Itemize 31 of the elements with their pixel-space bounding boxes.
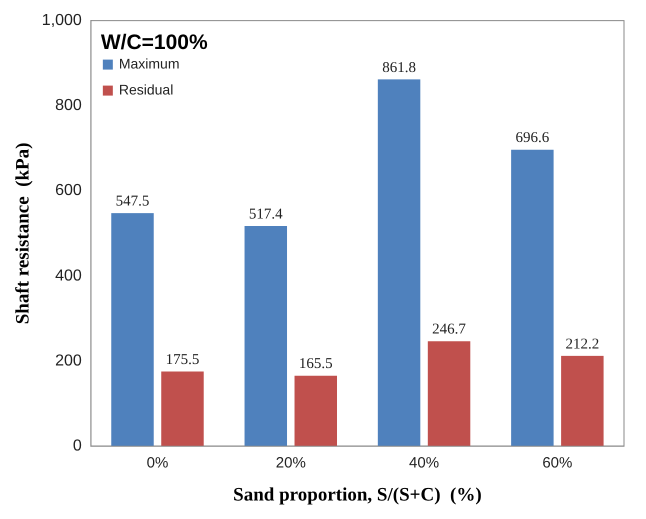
y-tick-label: 800 [55,97,82,114]
data-label: 547.5 [116,194,150,210]
data-label: 861.8 [382,60,416,76]
x-tick-label: 20% [276,454,306,472]
x-tick-label: 40% [409,454,440,472]
data-label: 696.6 [515,130,550,146]
bar [378,79,420,446]
bar [244,226,288,446]
legend-label: Maximum [118,55,180,72]
bar [294,376,338,446]
bar [111,213,154,446]
data-label: 246.7 [432,322,466,338]
data-label: 175.5 [166,352,200,368]
y-axis-title: Shaft resistance (kPa) [12,142,34,324]
data-label: 212.2 [565,336,600,352]
bar [428,341,470,446]
data-label: 517.4 [248,206,284,222]
data-label: 165.5 [298,356,333,372]
annotation: W/C=100% [100,30,208,54]
x-axis-title: Sand proportion, S/(S+C) (%) [233,484,482,506]
bar [511,150,554,446]
y-tick-label: 600 [55,182,82,200]
bar [161,372,204,446]
y-tick-label: 1,000 [42,12,82,30]
y-tick-label: 200 [55,352,82,370]
y-tick-label: 400 [55,267,82,284]
x-tick-label: 0% [146,454,168,472]
bar [561,356,604,446]
y-tick-label: 0 [72,438,82,455]
legend-label: Residual [118,81,174,98]
x-tick-label: 60% [542,454,572,472]
